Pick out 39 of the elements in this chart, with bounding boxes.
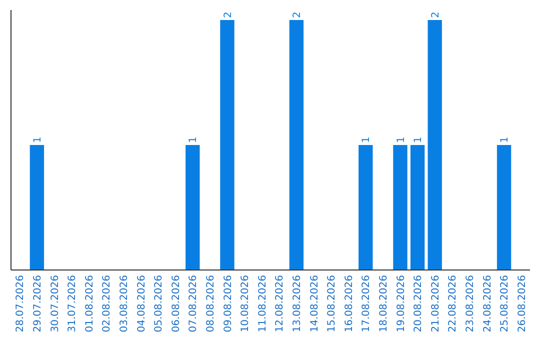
x-tick-label: 06.08.2026 <box>170 275 182 332</box>
data-label: 1 <box>188 136 200 143</box>
x-tick-label: 10.08.2026 <box>240 275 252 332</box>
x-tick-label: 01.08.2026 <box>84 275 96 332</box>
x-tick-label: 19.08.2026 <box>396 275 407 332</box>
x-tick-label: 09.08.2026 <box>222 275 234 332</box>
x-tick-label: 07.08.2026 <box>188 275 200 332</box>
data-label: 2 <box>430 12 442 18</box>
x-tick-label: 26.08.2026 <box>516 275 528 332</box>
x-tick-label: 16.08.2026 <box>344 275 355 332</box>
x-tick-label: 04.08.2026 <box>136 275 148 332</box>
x-tick-label: 03.08.2026 <box>118 275 130 332</box>
x-tick-label: 22.08.2026 <box>448 275 459 332</box>
x-tick-label: 11.08.2026 <box>257 275 268 332</box>
x-tick-label: 28.07.2026 <box>15 275 26 332</box>
x-tick-label: 05.08.2026 <box>154 275 165 332</box>
data-label: 1 <box>32 136 44 143</box>
x-tick-label: 25.08.2026 <box>500 275 511 332</box>
x-tick-label: 21.08.2026 <box>430 275 442 332</box>
data-label: 2 <box>292 12 303 18</box>
x-tick-label: 14.08.2026 <box>309 275 320 332</box>
x-tick-label: 20.08.2026 <box>413 275 424 332</box>
x-tick-label: 12.08.2026 <box>274 275 286 332</box>
x-tick-label: 13.08.2026 <box>292 275 303 332</box>
x-tick-label: 18.08.2026 <box>378 275 390 332</box>
x-tick-label: 24.08.2026 <box>482 275 494 332</box>
data-label: 1 <box>413 136 424 143</box>
x-tick-label: 17.08.2026 <box>361 275 372 332</box>
data-label: 1 <box>361 136 372 143</box>
x-tick-label: 29.07.2026 <box>32 275 44 332</box>
x-tick-label: 08.08.2026 <box>205 275 216 332</box>
data-label: 1 <box>500 136 511 143</box>
x-tick-label: 31.07.2026 <box>67 275 78 332</box>
x-tick-label: 02.08.2026 <box>102 275 113 332</box>
x-tick-label: 30.07.2026 <box>50 275 61 332</box>
data-label: 1 <box>396 136 407 143</box>
data-label: 2 <box>222 12 234 18</box>
x-tick-label: 23.08.2026 <box>464 275 476 332</box>
x-tick-label: 15.08.2026 <box>326 275 338 332</box>
